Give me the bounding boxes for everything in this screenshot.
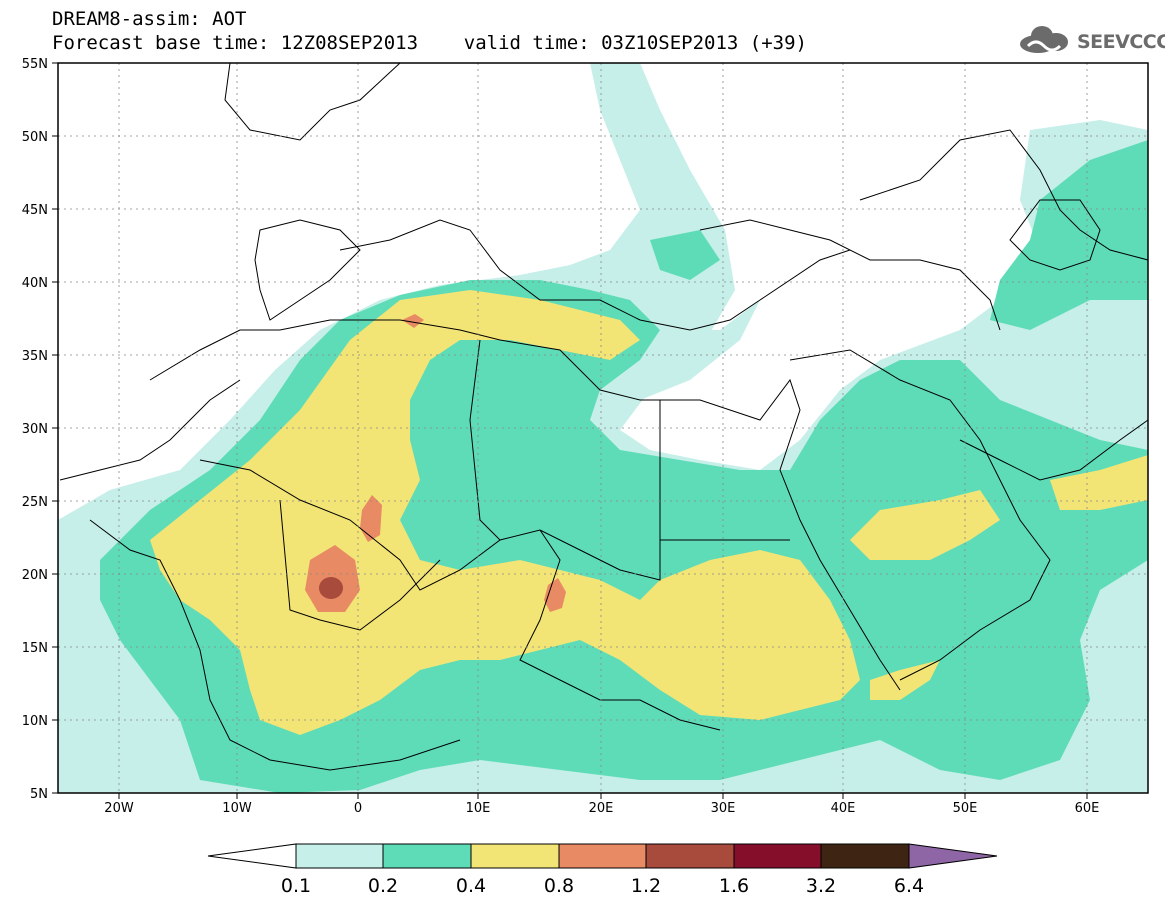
lat-label-10n: 10N (22, 714, 48, 729)
lat-label-50n: 50N (22, 130, 48, 145)
colorbar-label: 0.4 (456, 875, 486, 897)
colorbar-swatch-5 (645, 843, 735, 869)
colorbar-swatch-6 (733, 843, 822, 869)
aot-level-0.4 (150, 290, 1148, 735)
colorbar-label: 1.6 (719, 875, 749, 897)
lon-label-20e: 20E (589, 801, 614, 816)
colorbar-over-arrow (908, 843, 998, 869)
lat-label-45n: 45N (22, 203, 48, 218)
colorbar-label: 3.2 (806, 875, 836, 897)
aot-level-1.2 (319, 577, 343, 599)
lat-label-40n: 40N (22, 276, 48, 291)
map-title: DREAM8-assim: AOT (52, 8, 247, 30)
colorbar-swatch-3 (470, 843, 560, 869)
colorbar-label: 0.2 (368, 875, 398, 897)
colorbar-swatch-7 (820, 843, 910, 869)
coastlines (59, 63, 1148, 771)
lat-label-35n: 35N (22, 349, 48, 364)
forecast-times: Forecast base time: 12Z08SEP2013 valid t… (52, 32, 807, 54)
logo-text: SEEVCCC (1077, 31, 1165, 53)
lon-label-30e: 30E (711, 801, 736, 816)
colorbar-label: 1.2 (631, 875, 661, 897)
colorbar-label: 0.8 (544, 875, 574, 897)
lat-label-25n: 25N (22, 495, 48, 510)
lon-label-40e: 40E (831, 801, 856, 816)
lon-label-10w: 10W (222, 801, 252, 816)
lon-label-10e: 10E (466, 801, 491, 816)
colorbar-under-arrow (207, 843, 297, 869)
lon-label-20w: 20W (104, 801, 134, 816)
lat-label-20n: 20N (22, 568, 48, 583)
cloud-icon (1020, 26, 1068, 53)
graticule (58, 63, 1148, 793)
lat-label-30n: 30N (22, 422, 48, 437)
lat-label-15n: 15N (22, 641, 48, 656)
lat-label-55n: 55N (22, 57, 48, 72)
colorbar-label: 6.4 (894, 875, 924, 897)
lon-label-60e: 60E (1075, 801, 1100, 816)
latitude-axis: 55N 50N 45N 40N 35N 30N 25N 20N 15N 10N … (22, 57, 58, 802)
colorbar-label: 0.1 (281, 875, 311, 897)
colorbar-swatch-2 (382, 843, 472, 869)
lat-label-5n: 5N (30, 787, 48, 802)
colorbar: 0.1 0.2 0.4 0.8 1.2 1.6 3.2 6.4 (207, 843, 998, 897)
lon-label-50e: 50E (953, 801, 978, 816)
longitude-axis: 20W 10W 0 10E 20E 30E 40E 50E 60E (104, 793, 1099, 816)
colorbar-swatch-4 (558, 843, 647, 869)
colorbar-swatch-1 (295, 843, 384, 869)
lon-label-0: 0 (354, 801, 362, 816)
